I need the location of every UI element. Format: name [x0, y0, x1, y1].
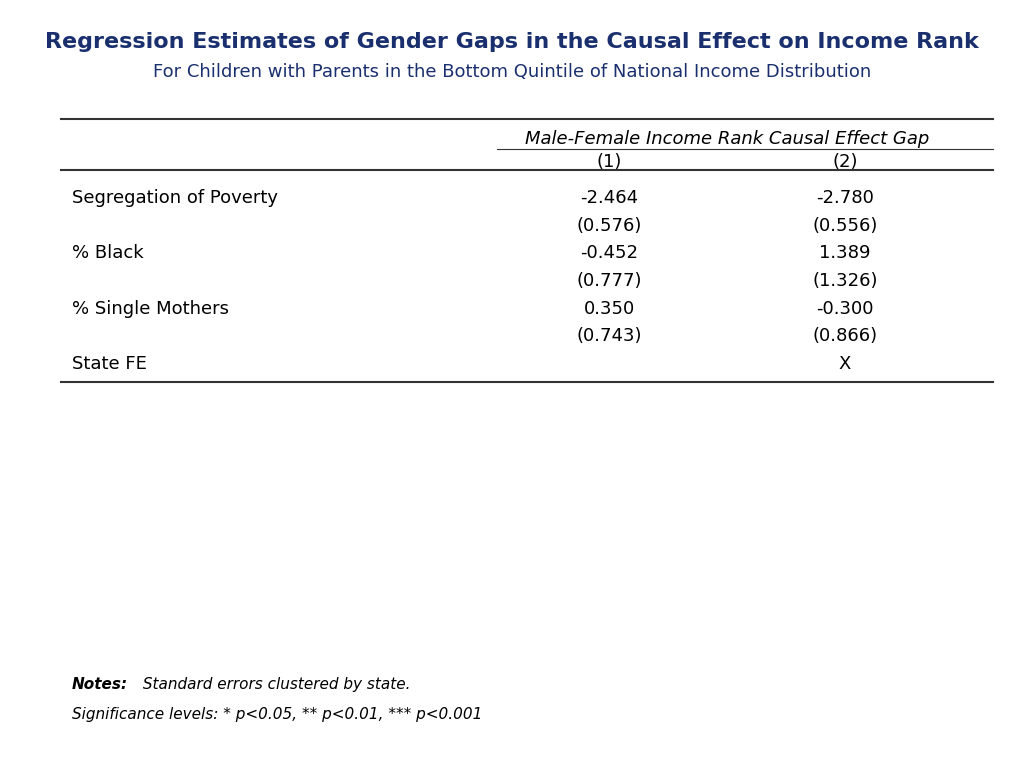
Text: (0.576): (0.576): [577, 217, 642, 234]
Text: 1.389: 1.389: [819, 244, 870, 262]
Text: (0.866): (0.866): [812, 327, 878, 345]
Text: (0.743): (0.743): [577, 327, 642, 345]
Text: 0.350: 0.350: [584, 300, 635, 317]
Text: Significance levels: * p<0.05, ** p<0.01, *** p<0.001: Significance levels: * p<0.05, ** p<0.01…: [72, 707, 482, 722]
Text: % Black: % Black: [72, 244, 143, 262]
Text: % Single Mothers: % Single Mothers: [72, 300, 228, 317]
Text: (0.777): (0.777): [577, 272, 642, 290]
Text: Regression Estimates of Gender Gaps in the Causal Effect on Income Rank: Regression Estimates of Gender Gaps in t…: [45, 32, 979, 52]
Text: State FE: State FE: [72, 355, 146, 372]
Text: Segregation of Poverty: Segregation of Poverty: [72, 189, 278, 207]
Text: X: X: [839, 355, 851, 372]
Text: -2.780: -2.780: [816, 189, 873, 207]
Text: For Children with Parents in the Bottom Quintile of National Income Distribution: For Children with Parents in the Bottom …: [153, 63, 871, 81]
Text: Notes:: Notes:: [72, 677, 128, 693]
Text: (0.556): (0.556): [812, 217, 878, 234]
Text: Standard errors clustered by state.: Standard errors clustered by state.: [138, 677, 411, 693]
Text: (1): (1): [597, 153, 622, 170]
Text: -0.300: -0.300: [816, 300, 873, 317]
Text: Male-Female Income Rank Causal Effect Gap: Male-Female Income Rank Causal Effect Ga…: [525, 130, 929, 147]
Text: -0.452: -0.452: [581, 244, 638, 262]
Text: (1.326): (1.326): [812, 272, 878, 290]
Text: -2.464: -2.464: [581, 189, 638, 207]
Text: (2): (2): [833, 153, 857, 170]
